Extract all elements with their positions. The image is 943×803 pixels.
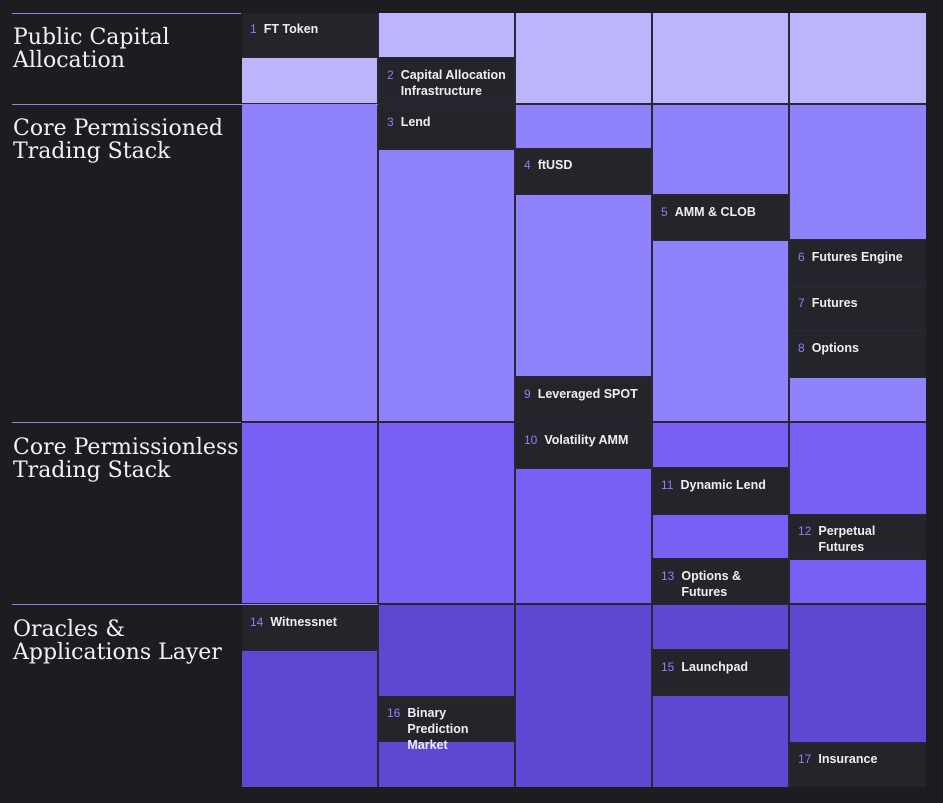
layer-title-public-capital: Public Capital Allocation: [13, 25, 170, 73]
cell-permissioned-col4a: [653, 105, 788, 194]
cell-permissioned-col2: [379, 150, 514, 421]
item-label: Options: [811, 341, 859, 355]
cell-permissioned-col3a: [516, 105, 651, 148]
item-label: Lend: [400, 115, 431, 129]
cell-permissioned-col1: [242, 105, 377, 421]
item-number: 17: [798, 752, 812, 766]
item-futures-engine[interactable]: 6 Futures Engine: [790, 240, 926, 285]
item-label: FT Token: [263, 22, 319, 36]
item-label: Options & Futures: [681, 569, 742, 599]
layer-title-permissioned: Core Permissioned Trading Stack: [13, 116, 223, 164]
item-number: 11: [661, 478, 674, 492]
cell-oracles-col2b: [379, 742, 514, 787]
item-label: Insurance: [818, 752, 878, 766]
item-label: Perpetual Futures: [818, 524, 876, 554]
item-dynamic-lend[interactable]: 11 Dynamic Lend: [653, 468, 788, 514]
item-number: 1: [250, 22, 257, 36]
item-label: ftUSD: [537, 158, 573, 172]
cell-public-capital-col5: [790, 13, 926, 103]
item-number: 3: [387, 115, 394, 129]
item-witnessnet[interactable]: 14 Witnessnet: [242, 605, 377, 650]
cell-oracles-col1: [242, 651, 377, 787]
item-number: 10: [524, 433, 538, 447]
item-amm-clob[interactable]: 5 AMM & CLOB: [653, 195, 788, 240]
item-number: 6: [798, 250, 805, 264]
cell-permissioned-col5a: [790, 105, 926, 239]
item-number: 2: [387, 68, 394, 82]
cell-oracles-col5: [790, 605, 926, 742]
layer-rule-permissionless: [12, 422, 241, 423]
item-ft-token[interactable]: 1 FT Token: [242, 13, 377, 57]
cell-public-capital-col2: [379, 13, 514, 57]
item-label: AMM & CLOB: [674, 205, 756, 219]
cell-oracles-col4b: [653, 696, 788, 787]
cell-permissionless-col5b: [790, 560, 926, 603]
cell-public-capital-col3: [516, 13, 651, 103]
item-volatility-amm[interactable]: 10 Volatility AMM: [516, 423, 651, 468]
item-launchpad[interactable]: 15 Launchpad: [653, 650, 788, 695]
item-label: Launchpad: [681, 660, 749, 674]
item-number: 4: [524, 158, 531, 172]
item-label: Dynamic Lend: [680, 478, 766, 492]
item-futures[interactable]: 7 Futures: [790, 287, 926, 330]
cell-oracles-col4a: [653, 605, 788, 649]
item-capital-allocation-infrastructure[interactable]: 2 Capital Allocation Infrastructure: [379, 58, 514, 103]
item-label: Binary Prediction Market: [407, 706, 469, 752]
cell-permissionless-col4a: [653, 423, 788, 467]
item-number: 16: [387, 706, 401, 720]
cell-permissioned-col3b: [516, 195, 651, 376]
item-number: 9: [524, 387, 531, 401]
cell-permissionless-col3: [516, 469, 651, 603]
layer-title-permissionless: Core Permissionless Trading Stack: [13, 435, 239, 483]
layer-rule-permissioned: [12, 104, 378, 105]
layer-rule-public-capital: [12, 13, 241, 14]
item-label: Witnessnet: [270, 615, 337, 629]
cell-permissioned-col5b: [790, 378, 926, 421]
item-insurance[interactable]: 17 Insurance: [790, 743, 926, 787]
item-leveraged-spot[interactable]: 9 Leveraged SPOT: [516, 377, 651, 422]
item-number: 13: [661, 569, 675, 583]
item-number: 7: [798, 296, 805, 310]
item-number: 14: [250, 615, 264, 629]
item-number: 12: [798, 524, 812, 538]
cell-public-capital-col1: [242, 58, 377, 103]
item-ftusd[interactable]: 4 ftUSD: [516, 149, 651, 194]
item-options[interactable]: 8 Options: [790, 332, 926, 377]
item-number: 5: [661, 205, 668, 219]
cell-oracles-col2a: [379, 605, 514, 696]
cell-permissioned-col4b: [653, 241, 788, 421]
item-binary-prediction-market[interactable]: 16 Binary Prediction Market: [379, 697, 514, 752]
item-number: 8: [798, 341, 805, 355]
item-label: Volatility AMM: [544, 433, 629, 447]
item-options-futures[interactable]: 13 Options & Futures: [653, 559, 788, 604]
cell-permissionless-col1: [242, 423, 377, 603]
cell-oracles-col3: [516, 605, 651, 787]
cell-permissionless-col2: [379, 423, 514, 603]
item-label: Futures: [811, 296, 858, 310]
layer-rule-oracles: [12, 604, 378, 605]
item-lend[interactable]: 3 Lend: [379, 105, 514, 149]
item-label: Capital Allocation Infrastructure: [400, 68, 506, 98]
cell-permissionless-col4b: [653, 515, 788, 558]
item-label: Futures Engine: [811, 250, 903, 264]
cell-permissionless-col5a: [790, 423, 926, 514]
item-perpetual-futures[interactable]: 12 Perpetual Futures: [790, 515, 926, 559]
item-label: Leveraged SPOT: [537, 387, 638, 401]
cell-public-capital-col4: [653, 13, 788, 103]
item-number: 15: [661, 660, 675, 674]
layer-title-oracles: Oracles & Applications Layer: [13, 617, 222, 665]
